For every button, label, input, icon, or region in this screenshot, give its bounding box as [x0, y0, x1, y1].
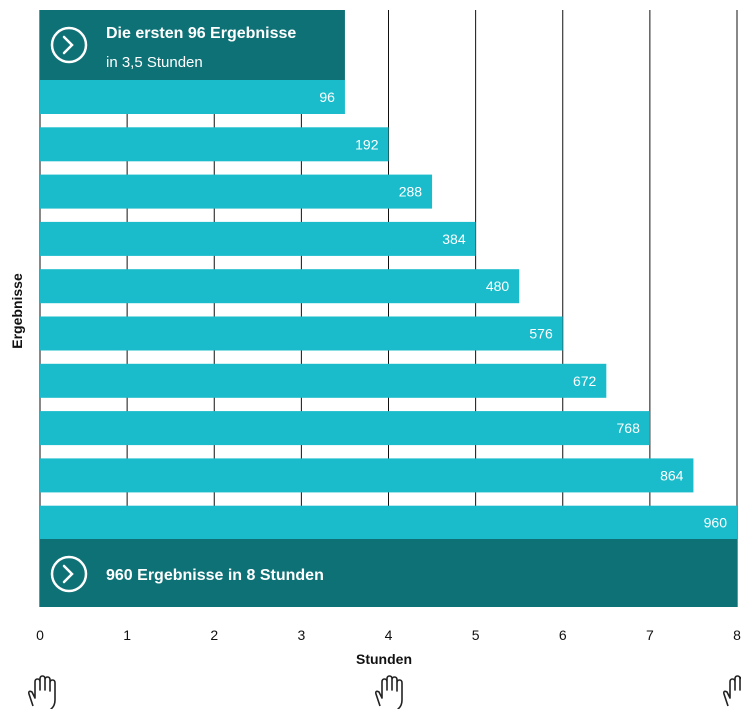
bar-value-label: 672: [573, 373, 597, 389]
bar: [40, 221, 476, 256]
x-ticks: 0 1 2 3 4 5 6 7 8: [36, 627, 741, 643]
bar: [40, 458, 694, 493]
bottom-banner-title: 960 Ergebnisse in 8 Stunden: [106, 567, 324, 584]
x-tick-label: 3: [297, 627, 305, 643]
x-tick-label: 5: [472, 627, 480, 643]
bar: [40, 363, 607, 398]
bar-value-label: 960: [704, 515, 728, 531]
bars: 96 192 288 384 480 576 672 768 864 960: [40, 80, 737, 540]
bar-value-label: 96: [319, 89, 335, 105]
bar-value-label: 288: [399, 184, 423, 200]
x-tick-label: 2: [210, 627, 218, 643]
bar-value-label: 480: [486, 278, 510, 294]
bottom-banner-box: [40, 539, 737, 607]
top-banner-title: Die ersten 96 Ergebnisse: [106, 25, 296, 42]
bar-value-label: 192: [355, 136, 379, 152]
hand-icon: [375, 675, 403, 709]
bar-value-label: 864: [660, 467, 684, 483]
bar: [40, 174, 433, 209]
x-tick-label: 7: [646, 627, 654, 643]
bar: [40, 505, 737, 540]
bar: [40, 127, 389, 162]
y-axis-label: Ergebnisse: [9, 273, 25, 349]
bar: [40, 411, 650, 446]
chevron-right-circle-icon: [50, 26, 88, 64]
x-tick-label: 8: [733, 627, 741, 643]
x-axis-label: Stunden: [356, 651, 412, 667]
hand-icon: [28, 675, 56, 709]
bar: [40, 269, 520, 304]
x-tick-label: 4: [385, 627, 393, 643]
top-banner: Die ersten 96 Ergebnisse in 3,5 Stunden: [40, 10, 345, 80]
top-banner-box: [40, 10, 345, 80]
bar-value-label: 576: [529, 326, 553, 342]
bar-value-label: 768: [617, 420, 641, 436]
bar: [40, 316, 563, 351]
x-tick-label: 1: [123, 627, 131, 643]
bottom-banner: 960 Ergebnisse in 8 Stunden: [40, 539, 737, 607]
bar: [40, 80, 345, 114]
x-tick-label: 6: [559, 627, 567, 643]
bar-value-label: 384: [442, 231, 466, 247]
chevron-right-circle-icon: [50, 555, 88, 593]
x-tick-label: 0: [36, 627, 44, 643]
top-banner-subtitle: in 3,5 Stunden: [106, 54, 203, 71]
hand-icon: [723, 675, 741, 707]
